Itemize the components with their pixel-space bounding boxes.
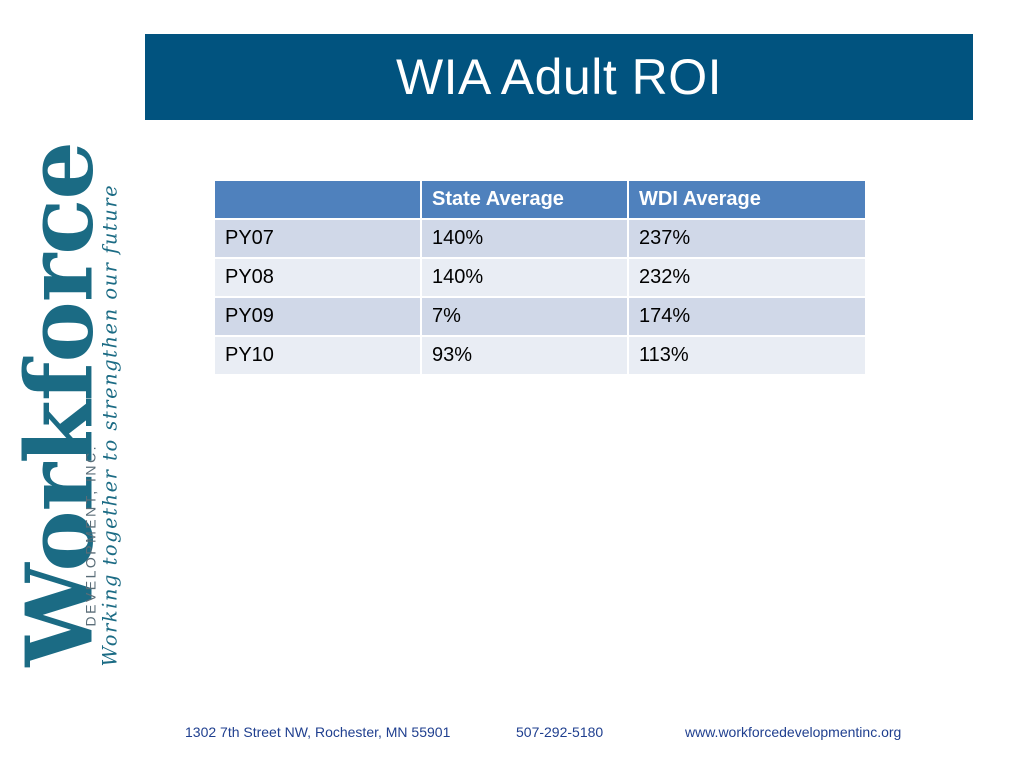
roi-table: State Average WDI Average PY07 140% 237%… xyxy=(213,179,867,376)
table-row: PY07 140% 237% xyxy=(213,218,867,259)
footer-address: 1302 7th Street NW, Rochester, MN 55901 xyxy=(185,724,451,740)
header-cell-blank xyxy=(213,179,422,220)
row-label: PY09 xyxy=(213,296,422,337)
wdi-average-value: 237% xyxy=(627,218,867,259)
table-row: PY08 140% 232% xyxy=(213,257,867,298)
row-label: PY10 xyxy=(213,335,422,376)
company-logo: Workforce DEVELOPMENT, INC. Working toge… xyxy=(5,100,132,667)
logo-wordmark-group: Workforce DEVELOPMENT, INC. Working toge… xyxy=(5,102,129,667)
table-row: PY09 7% 174% xyxy=(213,296,867,337)
footer-phone: 507-292-5180 xyxy=(516,724,604,740)
state-average-value: 93% xyxy=(420,335,629,376)
table-header-row: State Average WDI Average xyxy=(213,179,867,220)
logo-subtitle: DEVELOPMENT, INC. xyxy=(82,443,99,627)
header-cell-wdi-average: WDI Average xyxy=(627,179,867,220)
wdi-average-value: 174% xyxy=(627,296,867,337)
row-label: PY08 xyxy=(213,257,422,298)
logo-wordmark: Workforce xyxy=(5,142,114,667)
state-average-value: 140% xyxy=(420,218,629,259)
footer-website[interactable]: www.workforcedevelopmentinc.org xyxy=(685,724,902,740)
table-row: PY10 93% 113% xyxy=(213,335,867,376)
row-label: PY07 xyxy=(213,218,422,259)
logo-tagline: Working together to strengthen our futur… xyxy=(98,183,122,667)
wdi-average-value: 113% xyxy=(627,335,867,376)
title-bar: WIA Adult ROI xyxy=(145,34,973,120)
header-cell-state-average: State Average xyxy=(420,179,629,220)
footer: 1302 7th Street NW, Rochester, MN 55901 … xyxy=(0,724,1024,744)
wdi-average-value: 232% xyxy=(627,257,867,298)
slide-title: WIA Adult ROI xyxy=(395,49,723,105)
state-average-value: 7% xyxy=(420,296,629,337)
state-average-value: 140% xyxy=(420,257,629,298)
